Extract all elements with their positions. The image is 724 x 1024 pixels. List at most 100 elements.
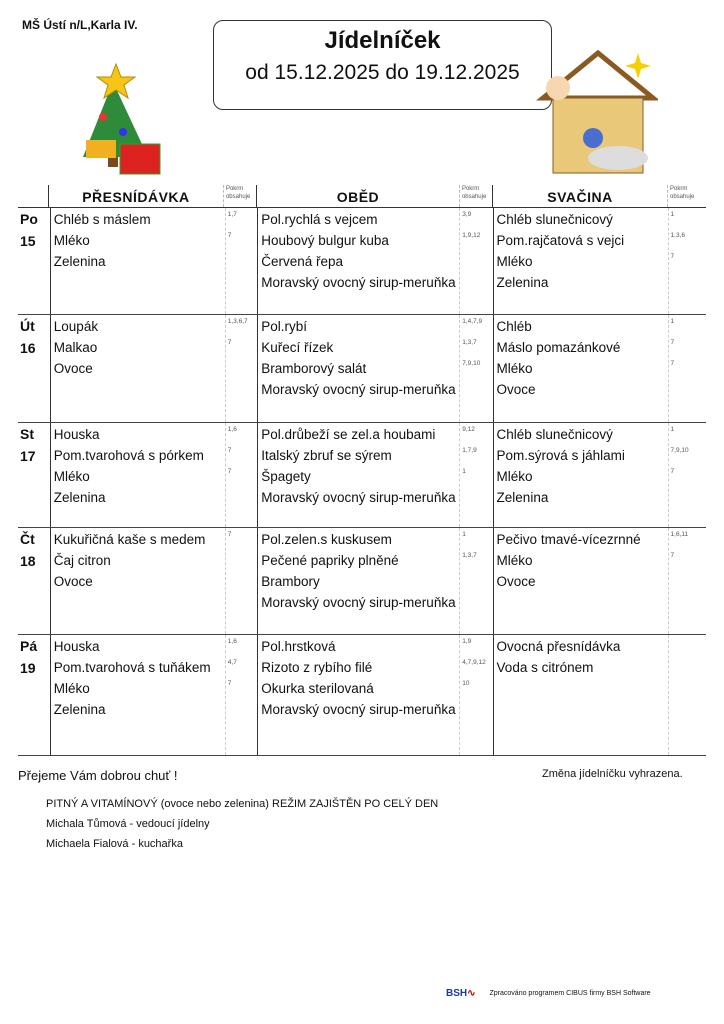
day-date: 19 (20, 660, 36, 676)
menu-item: Moravský ovocný sirup-meruňka (258, 379, 492, 400)
day-row: St 17 Houska 1,6 Pom.tvarohová s pórkem 7 Mlék… (18, 423, 706, 528)
allergen-codes: 1 (670, 318, 675, 325)
dish-name: Chléb slunečnicový (496, 427, 613, 442)
menu-item: Chléb slunečnicový 1 (494, 209, 706, 230)
day-label: Čt 18 (18, 528, 50, 634)
allergen-codes: 1,6 (227, 426, 237, 433)
menu-item: Ovoce (494, 379, 706, 400)
allergen-codes (668, 636, 671, 657)
allergen-codes: 7 (670, 468, 675, 475)
date-range: od 15.12.2025 do 19.12.2025 (245, 61, 520, 84)
allergen-codes: 1,6 (227, 638, 237, 645)
footer-line: Michala Tůmová - vedoucí jídelny (46, 818, 210, 830)
menu-table: PŘESNÍDÁVKA Pokrm obsahuje OBĚD Pokrm ob… (18, 185, 706, 756)
menu-item: Ovoce (51, 358, 257, 379)
allergen-codes: 9,12 (462, 426, 475, 433)
allergen-codes: 7,9,10 (462, 360, 481, 367)
menu-item: Houska 1,6 (51, 424, 257, 445)
allergen-codes: 3,9 (462, 211, 472, 218)
dish-name: Ovoce (496, 382, 536, 397)
menu-item: Voda s citrónem (494, 657, 706, 678)
allergen-codes: 1,3,7 (462, 339, 477, 346)
menu-item: Italský zbruf se sýrem 1,7,9 (258, 445, 492, 466)
meal-cell: Chléb slunečnicový 1 Pom.rajčatová s vejci… (492, 208, 706, 314)
meal-cell: Chléb 1 Máslo pomazánkové 7 Mléko 7 Ovoce (492, 315, 706, 422)
dish-name: Ovocná přesnídávka (496, 639, 621, 654)
allergen-codes: 1,7,9 (462, 447, 477, 454)
allergen-codes (459, 699, 462, 720)
allergen-codes: 7 (227, 680, 232, 687)
menu-item: Máslo pomazánkové 7 (494, 337, 706, 358)
menu-item: Brambory (258, 571, 492, 592)
menu-item: Pol.drůbeží se zel.a houbami 9,12 (258, 424, 492, 445)
menu-item: Bramborový salát 7,9,10 (258, 358, 492, 379)
menu-item: Zelenina (51, 251, 257, 272)
dish-name: Mléko (53, 681, 90, 696)
meal-cell: Pečivo tmavé-vícezrnné 1,6,11 Mléko 7 Ovoce (492, 528, 706, 634)
dish-name: Moravský ovocný sirup-meruňka (261, 702, 456, 717)
menu-item: Pom.tvarohová s pórkem 7 (51, 445, 257, 466)
meal-cell: Pol.rybí 1,4,7,9 Kuřecí řízek 1,3,7 Bramboro… (257, 315, 492, 422)
bsh-logo: BSH∿ (446, 988, 476, 999)
day-date: 16 (20, 340, 36, 356)
meal-cell: Pol.zelen.s kuskusem 1 Pečené papriky plně… (257, 528, 492, 634)
dish-name: Italský zbruf se sýrem (261, 448, 392, 463)
allergen-codes: 4,7,9,12 (462, 659, 486, 666)
page-title: Jídelníček (324, 27, 441, 54)
dish-name: Houska (53, 427, 100, 442)
dish-name: Pol.rybí (261, 319, 308, 334)
day-row: Čt 18 Kukuřičná kaše s medem 7 Čaj citron Ovo… (18, 528, 706, 635)
column-header-lunch: OBĚD Pokrm obsahuje (255, 185, 492, 207)
dish-name: Zelenina (53, 490, 106, 505)
nativity-scene-icon (535, 49, 658, 174)
day-label: Po 15 (18, 208, 50, 314)
dish-name: Chléb s máslem (53, 212, 151, 227)
dish-name: Pom.rajčatová s vejci (496, 233, 625, 248)
dish-name: Zelenina (496, 490, 549, 505)
allergen-codes (459, 272, 462, 293)
day-name: St (20, 426, 34, 442)
menu-item: Pom.tvarohová s tuňákem 4,7 (51, 657, 257, 678)
allergen-codes: 1,3,6 (670, 232, 686, 239)
day-date: 18 (20, 553, 36, 569)
meal-cell: Houska 1,6 Pom.tvarohová s tuňákem 4,7 Mléko… (49, 635, 257, 755)
day-row: Pá 19 Houska 1,6 Pom.tvarohová s tuňákem 4,7 M… (18, 635, 706, 756)
allergen-codes: 7 (227, 468, 232, 475)
menu-item: Moravský ovocný sirup-meruňka (258, 592, 492, 613)
menu-item: Mléko 7 (494, 358, 706, 379)
dish-name: Moravský ovocný sirup-meruňka (261, 382, 456, 397)
dish-name: Voda s citrónem (496, 660, 594, 675)
meal-cell: Ovocná přesnídávka Voda s citrónem (492, 635, 706, 755)
day-label: St 17 (18, 423, 50, 527)
meal-cell: Loupák 1,3,6,7 Malkao 7 Ovoce (49, 315, 257, 422)
allergen-codes (459, 251, 462, 272)
dish-name: Zelenina (53, 254, 106, 269)
day-label: Út 16 (18, 315, 50, 422)
dish-name: Loupák (53, 319, 99, 334)
allergen-codes: 1,3,6,7 (227, 318, 248, 325)
christmas-tree-icon (83, 62, 161, 175)
meal-cell: Kukuřičná kaše s medem 7 Čaj citron Ovoce (49, 528, 257, 634)
dish-name: Chléb (496, 319, 532, 334)
menu-item: Houska 1,6 (51, 636, 257, 657)
allergen-codes: 1 (462, 468, 466, 475)
allergen-codes: 1,4,7,9 (462, 318, 483, 325)
menu-item: Mléko 7 (51, 678, 257, 699)
allergen-codes (225, 571, 228, 592)
dish-name: Bramborový salát (261, 361, 367, 376)
allergen-codes (459, 571, 462, 592)
table-header: PŘESNÍDÁVKA Pokrm obsahuje OBĚD Pokrm ob… (18, 185, 706, 208)
menu-item: Pol.rybí 1,4,7,9 (258, 316, 492, 337)
day-label: Pá 19 (18, 635, 50, 755)
day-row: Po 15 Chléb s máslem 1,7 Mléko 7 Zelenina Pol.r… (18, 208, 706, 315)
day-name: Pá (20, 638, 38, 654)
dish-name: Moravský ovocný sirup-meruňka (261, 490, 456, 505)
dish-name: Chléb slunečnicový (496, 212, 613, 227)
dish-name: Pol.zelen.s kuskusem (261, 532, 392, 547)
dish-name: Červená řepa (261, 254, 344, 269)
dish-name: Brambory (261, 574, 320, 589)
menu-item: Špagety 1 (258, 466, 492, 487)
meal-cell: Pol.rychlá s vejcem 3,9 Houbový bulgur kub… (257, 208, 492, 314)
day-row: Út 16 Loupák 1,3,6,7 Malkao 7 Ovoce Pol.rybí 1,4… (18, 315, 706, 423)
dish-name: Ovoce (496, 574, 536, 589)
